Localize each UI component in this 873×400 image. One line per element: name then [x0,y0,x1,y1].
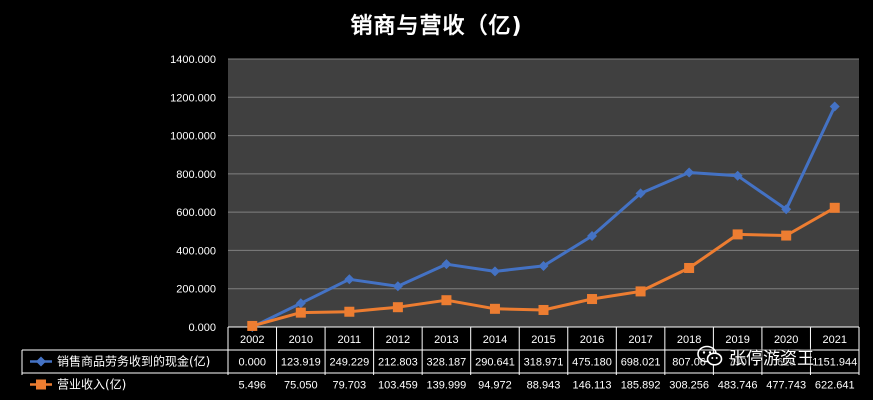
data-label: 483.746 [718,380,758,392]
legend-marker [36,356,46,367]
data-label: 5.496 [239,380,267,392]
data-label: 615 [777,357,795,369]
wechat-icon [697,345,723,366]
x-tick-label: 2010 [289,334,313,346]
x-tick-label: 2020 [774,334,798,346]
data-label: 139.999 [427,380,467,392]
data-point [392,302,403,313]
y-tick-label: 1200.000 [170,92,216,104]
legend-label: 销售商品劳务收到的现金(亿) [57,354,210,369]
data-table: 2002 2010 2011 2012 2013 2014 2015 2016 2017 2018… [21,326,860,392]
y-tick-label: 800.000 [176,169,216,181]
plot-area [228,59,859,327]
legend-marker [36,379,46,390]
data-point [489,266,500,277]
x-tick-label: 2015 [531,334,555,346]
data-label: 328.187 [427,357,467,369]
data-label: 212.803 [378,357,418,369]
data-point [392,281,403,292]
chart-title: 销商与营收（亿) [350,14,523,39]
data-point [587,294,598,305]
data-label: 477.743 [766,380,806,392]
data-point [344,274,355,285]
data-point [781,204,792,215]
x-tick-label: 2019 [725,334,749,346]
x-tick-label: 2011 [338,334,362,346]
x-tick-label: 2021 [822,334,846,346]
data-label: 146.113 [573,380,612,392]
data-point [441,295,452,306]
y-tick-label: 1000.000 [170,131,216,143]
y-tick-label: 200.000 [176,284,216,296]
data-point [489,303,500,314]
data-label: 79.703 [333,380,367,392]
legend-label: 营业收入(亿) [57,377,126,392]
watermark-text: 张停游资王 [729,348,814,369]
gridlines [228,58,859,328]
x-tick-label: 2002 [240,334,264,346]
data-point [635,188,646,199]
y-tick-label: 400.000 [176,245,216,257]
data-point [732,229,743,240]
data-label: 123.919 [281,357,321,369]
data-label: 698.021 [621,357,661,369]
y-tick-label: 1400.000 [170,54,216,66]
data-label: 94.972 [478,380,512,392]
data-label: 308.256 [669,380,709,392]
x-tick-label: 2012 [386,334,410,346]
x-tick-label: 2013 [434,334,458,346]
data-point [684,167,695,178]
y-axis-ticks: 0.000 200.000 400.000 600.000 800.000 1000.00… [170,54,216,334]
data-point [441,259,452,270]
x-tick-label: 2018 [677,334,701,346]
data-label: 807.06 [672,357,706,369]
data-label: 75.050 [284,380,318,392]
data-point [538,260,549,271]
data-label: 475.180 [572,357,612,369]
data-label: 290.641 [475,357,515,369]
data-point [684,262,695,273]
data-label: 185.892 [621,380,661,392]
data-label: 103.459 [378,380,418,392]
data-point [781,230,792,241]
data-label: 318.971 [524,357,564,369]
data-label: 249.229 [329,357,369,369]
data-point [295,298,306,309]
series-layer [247,101,840,332]
y-tick-label: 0.000 [188,322,216,334]
x-tick-label: 2017 [628,334,652,346]
data-label: 88.943 [527,380,561,392]
data-point [635,286,646,297]
data-point [247,320,258,331]
data-label: 790 [728,357,746,369]
watermark: 张停游资王 [697,344,814,369]
data-point [829,101,840,112]
data-label: 1151.944 [812,357,857,369]
data-point [344,306,355,317]
data-point [538,304,549,315]
data-label: 0.000 [239,357,267,369]
data-point [295,307,306,318]
data-label: 622.641 [815,380,855,392]
x-tick-label: 2014 [483,334,507,346]
data-point [587,231,598,242]
data-point [829,202,840,213]
x-tick-label: 2016 [580,334,604,346]
y-tick-label: 600.000 [176,207,216,219]
data-point [732,170,743,181]
